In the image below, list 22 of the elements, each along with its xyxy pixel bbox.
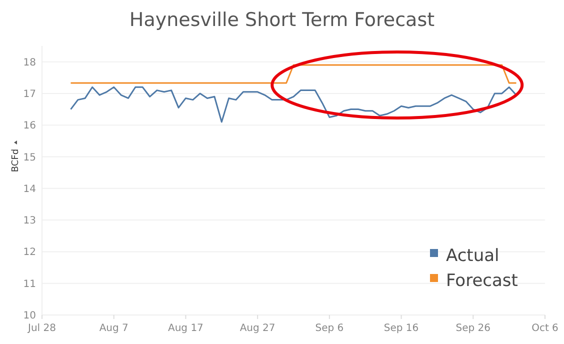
y-axis-title: BCFd (11, 148, 21, 172)
x-tick-label: Aug 27 (240, 323, 276, 334)
y-tick-label: 10 (23, 310, 36, 322)
y-tick-label: 17 (23, 88, 36, 100)
y-tick-label: 16 (23, 120, 36, 132)
line-series (70, 86, 518, 123)
legend-label: Actual (446, 246, 500, 266)
y-tick-label: 12 (23, 247, 36, 258)
x-tick-label: Oct 6 (532, 323, 558, 334)
x-tick-label: Aug 7 (99, 323, 128, 334)
y-tick-label: 18 (23, 57, 36, 68)
x-tick-label: Sep 16 (384, 323, 419, 334)
legend-label: Forecast (446, 270, 518, 291)
y-tick-label: 15 (23, 152, 36, 164)
x-tick-label: Sep 26 (456, 323, 491, 334)
x-tick-label: Sep 6 (315, 323, 344, 334)
y-tick-label: 14 (23, 184, 36, 195)
x-tick-label: Jul 28 (27, 323, 56, 334)
chart-title: Haynesville Short Term Forecast (129, 9, 435, 31)
x-tick-label: Aug 17 (168, 323, 204, 334)
y-tick-label: 13 (23, 216, 36, 227)
y-tick-label: 11 (23, 278, 36, 290)
